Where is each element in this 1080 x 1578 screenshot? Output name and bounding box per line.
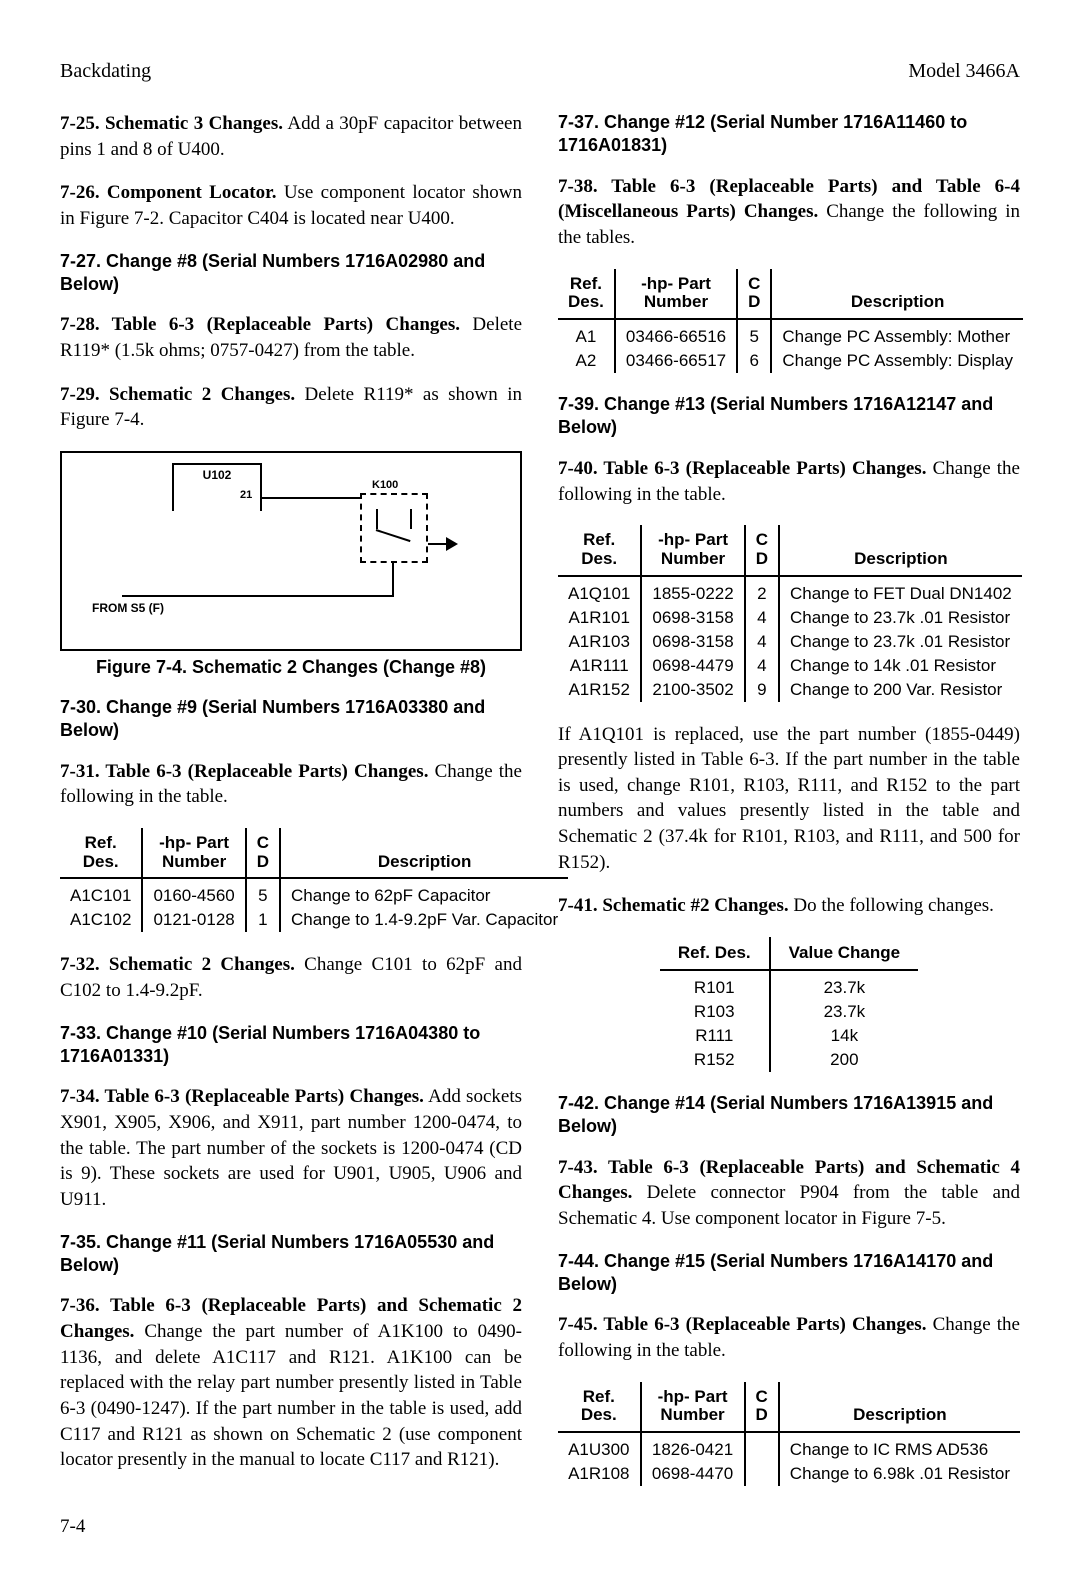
table-change-9: Ref. Des. -hp- Part Number C D Descripti… <box>60 828 568 932</box>
section-7-42: 7-42. Change #14 (Serial Numbers 1716A13… <box>558 1092 1020 1139</box>
para-lead: 7-26. Component Locator. <box>60 182 277 203</box>
para-7-29: 7-29. Schematic 2 Changes. Delete R119* … <box>60 382 522 433</box>
th-ref: Ref. Des. <box>558 1382 641 1432</box>
th-cd: C D <box>246 828 280 878</box>
table-change-12: Ref. Des. -hp- Part Number C D Descripti… <box>558 269 1023 373</box>
para-lead: 7-28. Table 6-3 (Replaceable Parts) Chan… <box>60 314 460 335</box>
figure-7-4-schematic: U102 21 K100 FROM S5 (F <box>60 451 522 651</box>
section-7-33: 7-33. Change #10 (Serial Numbers 1716A04… <box>60 1022 522 1069</box>
section-7-37: 7-37. Change #12 (Serial Number 1716A114… <box>558 111 1020 158</box>
left-column: 7-25. Schematic 3 Changes. Add a 30pF ca… <box>60 111 522 1506</box>
table-row: R10123.7k <box>660 976 918 1000</box>
th-desc: Description <box>280 828 568 878</box>
th-desc: Description <box>779 1382 1020 1432</box>
table-row: A1C102 0121-0128 1 Change to 1.4-9.2pF V… <box>60 908 568 932</box>
section-7-30: 7-30. Change #9 (Serial Numbers 1716A033… <box>60 696 522 743</box>
para-7-40-note: If A1Q101 is replaced, use the part numb… <box>558 722 1020 876</box>
th-part: -hp- Part Number <box>142 828 245 878</box>
para-lead: 7-40. Table 6-3 (Replaceable Parts) Chan… <box>558 458 926 479</box>
para-7-26: 7-26. Component Locator. Use component l… <box>60 180 522 231</box>
th-desc: Description <box>779 525 1022 575</box>
k100-label: K100 <box>372 479 398 491</box>
th-ref: Ref. Des. <box>660 937 770 970</box>
para-7-45: 7-45. Table 6-3 (Replaceable Parts) Chan… <box>558 1312 1020 1363</box>
th-ref: Ref. Des. <box>60 828 142 878</box>
table-row: R11114k <box>660 1024 918 1048</box>
para-lead: 7-41. Schematic #2 Changes. <box>558 895 789 916</box>
para-body: Do the following changes. <box>789 895 994 916</box>
para-body: Change the part number of A1K100 to 0490… <box>60 1321 522 1470</box>
para-7-31: 7-31. Table 6-3 (Replaceable Parts) Chan… <box>60 759 522 810</box>
th-desc: Description <box>771 269 1023 319</box>
section-7-27: 7-27. Change #8 (Serial Numbers 1716A029… <box>60 250 522 297</box>
th-cd: C D <box>745 1382 779 1432</box>
table-row: A2 03466-66517 6 Change PC Assembly: Dis… <box>558 349 1023 373</box>
table-row: A1R108 0698-4470 Change to 6.98k .01 Res… <box>558 1462 1020 1486</box>
para-7-25: 7-25. Schematic 3 Changes. Add a 30pF ca… <box>60 111 522 162</box>
para-lead: 7-25. Schematic 3 Changes. <box>60 113 283 134</box>
table-row: R10323.7k <box>660 1000 918 1024</box>
table-change-15: Ref. Des. -hp- Part Number C D Descripti… <box>558 1382 1020 1486</box>
para-7-36: 7-36. Table 6-3 (Replaceable Parts) and … <box>60 1293 522 1472</box>
th-part: -hp- Part Number <box>641 525 744 575</box>
table-row: A1R152 2100-3502 9 Change to 200 Var. Re… <box>558 678 1022 702</box>
section-7-39: 7-39. Change #13 (Serial Numbers 1716A12… <box>558 393 1020 440</box>
th-part: -hp- Part Number <box>615 269 737 319</box>
page-number: 7-4 <box>60 1516 1020 1538</box>
table-row: A1R101 0698-3158 4 Change to 23.7k .01 R… <box>558 606 1022 630</box>
table-row: A1R111 0698-4479 4 Change to 14k .01 Res… <box>558 654 1022 678</box>
para-lead: 7-32. Schematic 2 Changes. <box>60 954 295 975</box>
para-7-32: 7-32. Schematic 2 Changes. Change C101 t… <box>60 952 522 1003</box>
u102-label: U102 <box>172 463 262 483</box>
table-row: A1 03466-66516 5 Change PC Assembly: Mot… <box>558 325 1023 349</box>
page-header: Backdating Model 3466A <box>60 60 1020 83</box>
table-value-change: Ref. Des. Value Change R10123.7k R10323.… <box>660 937 918 1072</box>
right-column: 7-37. Change #12 (Serial Number 1716A114… <box>558 111 1020 1506</box>
para-lead: 7-45. Table 6-3 (Replaceable Parts) Chan… <box>558 1314 926 1335</box>
section-7-35: 7-35. Change #11 (Serial Numbers 1716A05… <box>60 1231 522 1278</box>
th-val: Value Change <box>770 937 918 970</box>
section-7-44: 7-44. Change #15 (Serial Numbers 1716A14… <box>558 1250 1020 1297</box>
table-row: A1R103 0698-3158 4 Change to 23.7k .01 R… <box>558 630 1022 654</box>
table-row: A1C101 0160-4560 5 Change to 62pF Capaci… <box>60 884 568 908</box>
th-ref: Ref. Des. <box>558 525 641 575</box>
para-7-38: 7-38. Table 6-3 (Replaceable Parts) and … <box>558 174 1020 251</box>
para-7-41: 7-41. Schematic #2 Changes. Do the follo… <box>558 893 1020 919</box>
table-row: A1U300 1826-0421 Change to IC RMS AD536 <box>558 1438 1020 1462</box>
table-change-13: Ref. Des. -hp- Part Number C D Descripti… <box>558 525 1022 701</box>
pin-21-label: 21 <box>240 489 252 501</box>
from-s5-label: FROM S5 (F) <box>92 601 164 615</box>
para-7-34: 7-34. Table 6-3 (Replaceable Parts) Chan… <box>60 1084 522 1212</box>
th-cd: C D <box>745 525 779 575</box>
para-lead: 7-34. Table 6-3 (Replaceable Parts) Chan… <box>60 1086 424 1107</box>
th-ref: Ref. Des. <box>558 269 615 319</box>
para-7-28: 7-28. Table 6-3 (Replaceable Parts) Chan… <box>60 312 522 363</box>
table-row: A1Q101 1855-0222 2 Change to FET Dual DN… <box>558 582 1022 606</box>
figure-7-4-caption: Figure 7-4. Schematic 2 Changes (Change … <box>60 657 522 678</box>
table-row: R152200 <box>660 1048 918 1072</box>
para-7-40: 7-40. Table 6-3 (Replaceable Parts) Chan… <box>558 456 1020 507</box>
header-right: Model 3466A <box>908 60 1020 83</box>
para-lead: 7-31. Table 6-3 (Replaceable Parts) Chan… <box>60 761 428 782</box>
header-left: Backdating <box>60 60 151 83</box>
th-part: -hp- Part Number <box>641 1382 745 1432</box>
document-page: Backdating Model 3466A 7-25. Schematic 3… <box>0 0 1080 1578</box>
two-column-layout: 7-25. Schematic 3 Changes. Add a 30pF ca… <box>60 111 1020 1506</box>
para-lead: 7-29. Schematic 2 Changes. <box>60 384 295 405</box>
th-cd: C D <box>737 269 771 319</box>
para-7-43: 7-43. Table 6-3 (Replaceable Parts) and … <box>558 1155 1020 1232</box>
